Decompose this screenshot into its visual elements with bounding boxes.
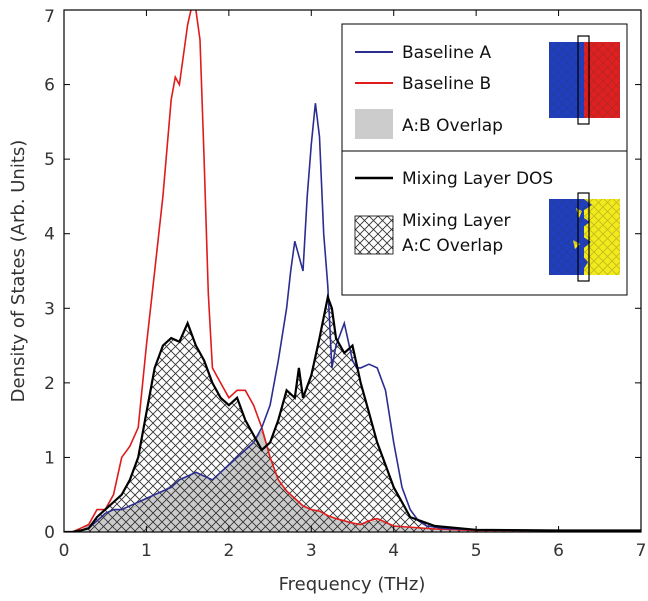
y-tick-label: 4 [44, 225, 55, 245]
baseline-a-line [64, 103, 641, 532]
legend-label-baseline-a: Baseline A [402, 43, 491, 63]
legend: Baseline A Baseline B A:B Overlap Mixing… [341, 23, 628, 296]
legend-label-mixing-dos: Mixing Layer DOS [402, 169, 553, 189]
ac-overlap-hatch [64, 297, 641, 532]
x-tick-label: 4 [388, 541, 399, 561]
y-axis-title: Density of States (Arb. Units) [8, 140, 29, 403]
x-tick-label: 6 [553, 541, 564, 561]
x-tick-label: 5 [471, 541, 482, 561]
x-axis: 0 1 2 3 4 5 6 7 [59, 10, 647, 561]
inset-ab-structure [549, 35, 620, 125]
mixing-layer-dos-line [64, 293, 641, 532]
baseline-b-line [64, 10, 641, 532]
legend-swatch-ac-overlap [354, 215, 394, 255]
x-tick-label: 1 [141, 541, 152, 561]
y-tick-label: 1 [44, 448, 55, 468]
inset-ac-interface-marker [577, 192, 590, 282]
y-tick-label: 0 [44, 523, 55, 543]
x-tick-label: 7 [636, 541, 647, 561]
plot-frame [63, 9, 642, 533]
legend-label-ac-overlap-line2: A:C Overlap [402, 236, 503, 256]
inset-ac-structure [549, 192, 620, 282]
legend-label-baseline-b: Baseline B [402, 74, 491, 94]
y-tick-label: 5 [44, 150, 55, 170]
x-tick-label: 0 [59, 541, 70, 561]
y-tick-label: 7 [44, 7, 55, 27]
y-axis: 0 1 2 3 4 5 6 7 [44, 7, 641, 543]
legend-swatch-ab-overlap [355, 109, 393, 139]
x-axis-title: Frequency (THz) [279, 574, 426, 595]
legend-label-ab-overlap: A:B Overlap [402, 116, 503, 136]
y-tick-label: 6 [44, 76, 55, 96]
legend-label-ac-overlap-line1: Mixing Layer [402, 211, 511, 231]
x-tick-label: 3 [306, 541, 317, 561]
y-tick-label: 2 [44, 374, 55, 394]
inset-ab-interface-marker [577, 35, 590, 125]
x-tick-label: 2 [223, 541, 234, 561]
y-tick-label: 3 [44, 299, 55, 319]
